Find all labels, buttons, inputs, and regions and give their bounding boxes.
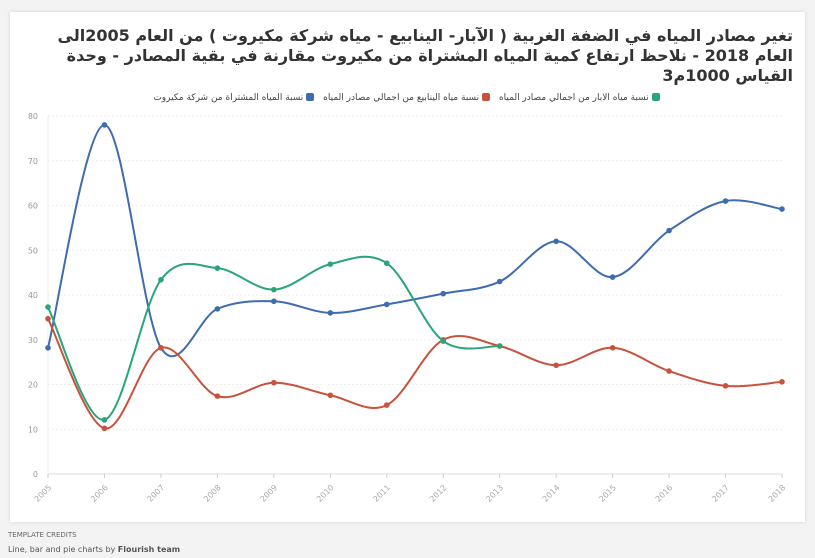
- data-point: [553, 238, 559, 245]
- data-point: [214, 306, 221, 312]
- x-tick-label: 2012: [428, 483, 449, 504]
- data-point: [45, 304, 51, 310]
- series-line-2: [47, 255, 500, 421]
- x-tick-label: 2013: [484, 483, 505, 504]
- x-tick-label: 2014: [541, 483, 562, 504]
- data-point: [101, 417, 108, 423]
- data-point: [496, 343, 503, 349]
- y-tick-label: 40: [28, 291, 38, 300]
- data-point: [101, 425, 108, 432]
- x-tick-label: 2015: [597, 483, 618, 504]
- legend-swatch: [482, 93, 491, 101]
- legend-label: نسبة مياه الينابيع من اجمالي مصادر الميا…: [323, 93, 480, 103]
- data-point: [666, 368, 672, 374]
- data-point: [214, 393, 221, 399]
- x-tick-label: 2007: [146, 483, 167, 504]
- data-point: [45, 315, 51, 322]
- credits-author-link[interactable]: Flourish team: [117, 545, 181, 554]
- legend-label: نسبة المياه المشتراة من شركة مكيروت: [153, 93, 304, 103]
- data-point: [553, 362, 559, 369]
- legend: نسبة المياه المشتراة من شركة مكيروت نسبة…: [20, 92, 793, 104]
- data-point: [327, 261, 334, 267]
- data-point: [383, 260, 390, 267]
- data-point: [271, 379, 277, 386]
- data-point: [327, 392, 334, 399]
- y-tick-label: 60: [28, 202, 38, 211]
- series-line-1: [47, 318, 783, 430]
- data-point: [158, 345, 164, 351]
- legend-swatch: [651, 93, 660, 101]
- template-credits: Line, bar and pie charts by Flourish tea…: [8, 544, 180, 555]
- data-point: [327, 310, 334, 316]
- data-point: [666, 227, 672, 234]
- data-point: [440, 290, 447, 297]
- y-tick-label: 0: [33, 470, 38, 479]
- data-point: [722, 198, 729, 204]
- x-tick-label: 2008: [202, 483, 223, 504]
- y-tick-label: 20: [28, 381, 38, 390]
- data-point: [440, 338, 447, 344]
- y-tick-label: 80: [28, 112, 38, 121]
- data-point: [779, 379, 785, 385]
- series-line-0: [47, 123, 783, 358]
- data-point: [722, 383, 729, 389]
- data-point: [779, 206, 785, 212]
- x-tick-label: 2017: [710, 483, 731, 504]
- y-tick-label: 50: [28, 246, 38, 255]
- chart-card: [10, 12, 805, 522]
- x-tick-label: 2018: [767, 483, 788, 504]
- data-point: [214, 265, 221, 271]
- data-point: [496, 278, 503, 285]
- y-tick-label: 30: [28, 336, 38, 345]
- data-point: [271, 298, 277, 305]
- legend-label: نسبة مياه الابار من اجمالي مصادر المياه: [498, 93, 649, 103]
- legend-item-springs[interactable]: نسبة مياه الينابيع من اجمالي مصادر الميا…: [323, 92, 491, 104]
- data-point: [101, 122, 108, 128]
- x-tick-label: 2009: [259, 483, 280, 504]
- data-point: [609, 274, 616, 280]
- credits-text: Line, bar and pie charts by: [8, 545, 118, 554]
- data-point: [383, 301, 390, 308]
- data-point: [609, 345, 616, 351]
- data-point: [271, 286, 277, 293]
- y-tick-label: 70: [28, 157, 38, 166]
- x-tick-label: 2005: [33, 483, 54, 504]
- template-credits-label: TEMPLATE CREDITS: [8, 531, 77, 539]
- y-tick-label: 10: [28, 425, 38, 434]
- x-tick-label: 2016: [654, 483, 675, 504]
- x-tick-label: 2006: [89, 483, 110, 504]
- chart-title: تغير مصادر المياه في الضفة الغربية ( الآ…: [57, 26, 793, 85]
- x-tick-label: 2011: [371, 483, 392, 504]
- legend-item-mekorot[interactable]: نسبة المياه المشتراة من شركة مكيروت: [153, 92, 315, 104]
- x-tick-label: 2010: [315, 483, 336, 504]
- data-point: [45, 345, 51, 351]
- data-point: [158, 276, 164, 283]
- data-point: [383, 402, 390, 408]
- chart-header: تغير مصادر المياه في الضفة الغربية ( الآ…: [20, 26, 793, 104]
- legend-item-wells[interactable]: نسبة مياه الابار من اجمالي مصادر المياه: [499, 92, 660, 104]
- legend-swatch: [306, 93, 315, 101]
